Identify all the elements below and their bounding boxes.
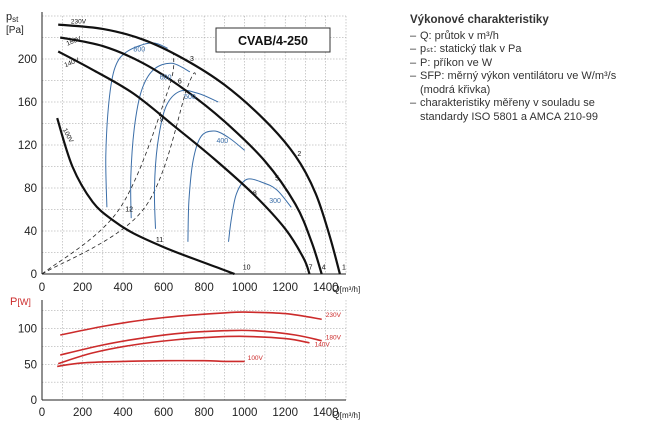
top-system-lines (41, 53, 197, 275)
x-tick-label: 600 (154, 407, 173, 419)
curve-point-9: 9 (160, 116, 164, 123)
y-tick-label: 0 (31, 269, 37, 281)
pressure-curve-100V (56, 117, 235, 276)
x-tick-label: 800 (195, 407, 214, 419)
top-xlabel: Q[m³/h] (332, 284, 360, 295)
y-tick-label: 100 (18, 324, 37, 336)
y-tick-label: 0 (31, 395, 37, 407)
x-tick-label: 800 (195, 282, 214, 294)
curve-point-4: 4 (322, 265, 326, 272)
legend-title: Výkonové charakteristiky (410, 14, 549, 26)
y-tick-label: 80 (24, 183, 37, 195)
chart-title: CVAB/4-250 (238, 34, 308, 48)
sfp-curve-500 (153, 89, 219, 229)
voltage-label-230V: 230V (71, 19, 87, 26)
x-tick-label: 1000 (232, 407, 258, 419)
x-tick-label: 0 (39, 407, 45, 419)
sfp-curve-400 (187, 130, 246, 242)
performance-charts: 0 200 400 600 800 1000 1200 140004080120160200 … (6, 11, 360, 421)
x-tick-label: 1200 (272, 407, 298, 419)
sfp-label-400: 400 (217, 138, 229, 145)
y-tick-label: 50 (24, 359, 37, 371)
x-tick-label: 1000 (232, 282, 258, 294)
bottom-xlabel: Q[m³/h] (332, 410, 360, 421)
curve-point-1: 1 (342, 265, 346, 272)
curve-point-6: 6 (178, 79, 182, 86)
x-tick-label: 600 (154, 282, 173, 294)
bottom-chart-axes: 0 200 400 600 800 1000 1200 1400 0 50 100 (18, 300, 346, 419)
power-curve-230V (60, 311, 322, 336)
chart-title-box: CVAB/4-250 (215, 27, 331, 53)
power-curve-100V (57, 359, 245, 368)
voltage-label-140V: 140V (63, 57, 80, 69)
pressure-curve-140V (57, 50, 311, 275)
power-label-140V: 140V (315, 341, 331, 348)
pressure-curve-230V (58, 23, 341, 275)
x-tick-label: 200 (73, 407, 92, 419)
sfp-label-600: 600 (160, 74, 172, 81)
legend-item: – P: příkon ve W (410, 56, 493, 69)
top-pressure-curves (56, 23, 341, 276)
top-ylabel-p: pst (6, 11, 19, 24)
sfp-curve-600 (130, 62, 191, 219)
power-curve-180V (60, 329, 322, 356)
x-tick-label: 1200 (272, 282, 298, 294)
bottom-power-curves (57, 311, 322, 368)
power-label-230V: 230V (326, 312, 342, 319)
y-tick-label: 200 (18, 54, 37, 66)
sfp-curve-800 (105, 42, 168, 208)
sfp-label-800: 800 (133, 46, 145, 53)
x-tick-label: 1400 (313, 407, 339, 419)
top-sfp-curves (105, 42, 292, 242)
top-ylabel-unit: [Pa] (6, 25, 24, 36)
voltage-label-180V: 180V (66, 35, 83, 47)
curve-point-3: 3 (190, 56, 194, 63)
x-tick-label: 200 (73, 282, 92, 294)
x-tick-label: 0 (39, 282, 45, 294)
x-tick-label: 1400 (313, 282, 339, 294)
curve-point-12: 12 (125, 207, 133, 214)
y-tick-label: 120 (18, 140, 37, 152)
legend-panel: Výkonové charakteristiky – Q: průtok v m³… (410, 14, 642, 124)
legend-item: – SFP: měrný výkon ventilátoru ve W/m³/s … (410, 70, 617, 96)
bottom-ylabel: P[W] (10, 296, 31, 308)
curve-point-5: 5 (275, 175, 279, 182)
x-tick-label: 400 (113, 407, 132, 419)
system-line-6 (41, 72, 197, 275)
power-label-100V: 100V (248, 355, 264, 362)
legend-item: – pₛₜ: statický tlak v Pa (410, 43, 522, 55)
curve-point-8: 8 (253, 191, 257, 198)
legend-item: – charakteristiky měřeny v souladu se sta… (410, 97, 598, 123)
sfp-label-300: 300 (269, 198, 281, 205)
power-label-180V: 180V (326, 334, 342, 341)
y-tick-label: 40 (24, 226, 37, 238)
system-line-3 (41, 53, 175, 275)
pressure-curve-180V (59, 36, 323, 275)
sfp-label-500: 500 (184, 94, 196, 101)
curve-point-10: 10 (243, 265, 251, 272)
power-curve-140V (57, 335, 310, 365)
y-tick-label: 160 (18, 97, 37, 109)
curve-point-7: 7 (309, 265, 313, 272)
curve-point-11: 11 (156, 237, 163, 244)
legend-item: – Q: průtok v m³/h (410, 29, 499, 42)
sfp-curve-300 (228, 178, 292, 242)
top-chart-grid (41, 15, 347, 275)
x-tick-label: 400 (113, 282, 132, 294)
curve-point-2: 2 (297, 151, 301, 158)
